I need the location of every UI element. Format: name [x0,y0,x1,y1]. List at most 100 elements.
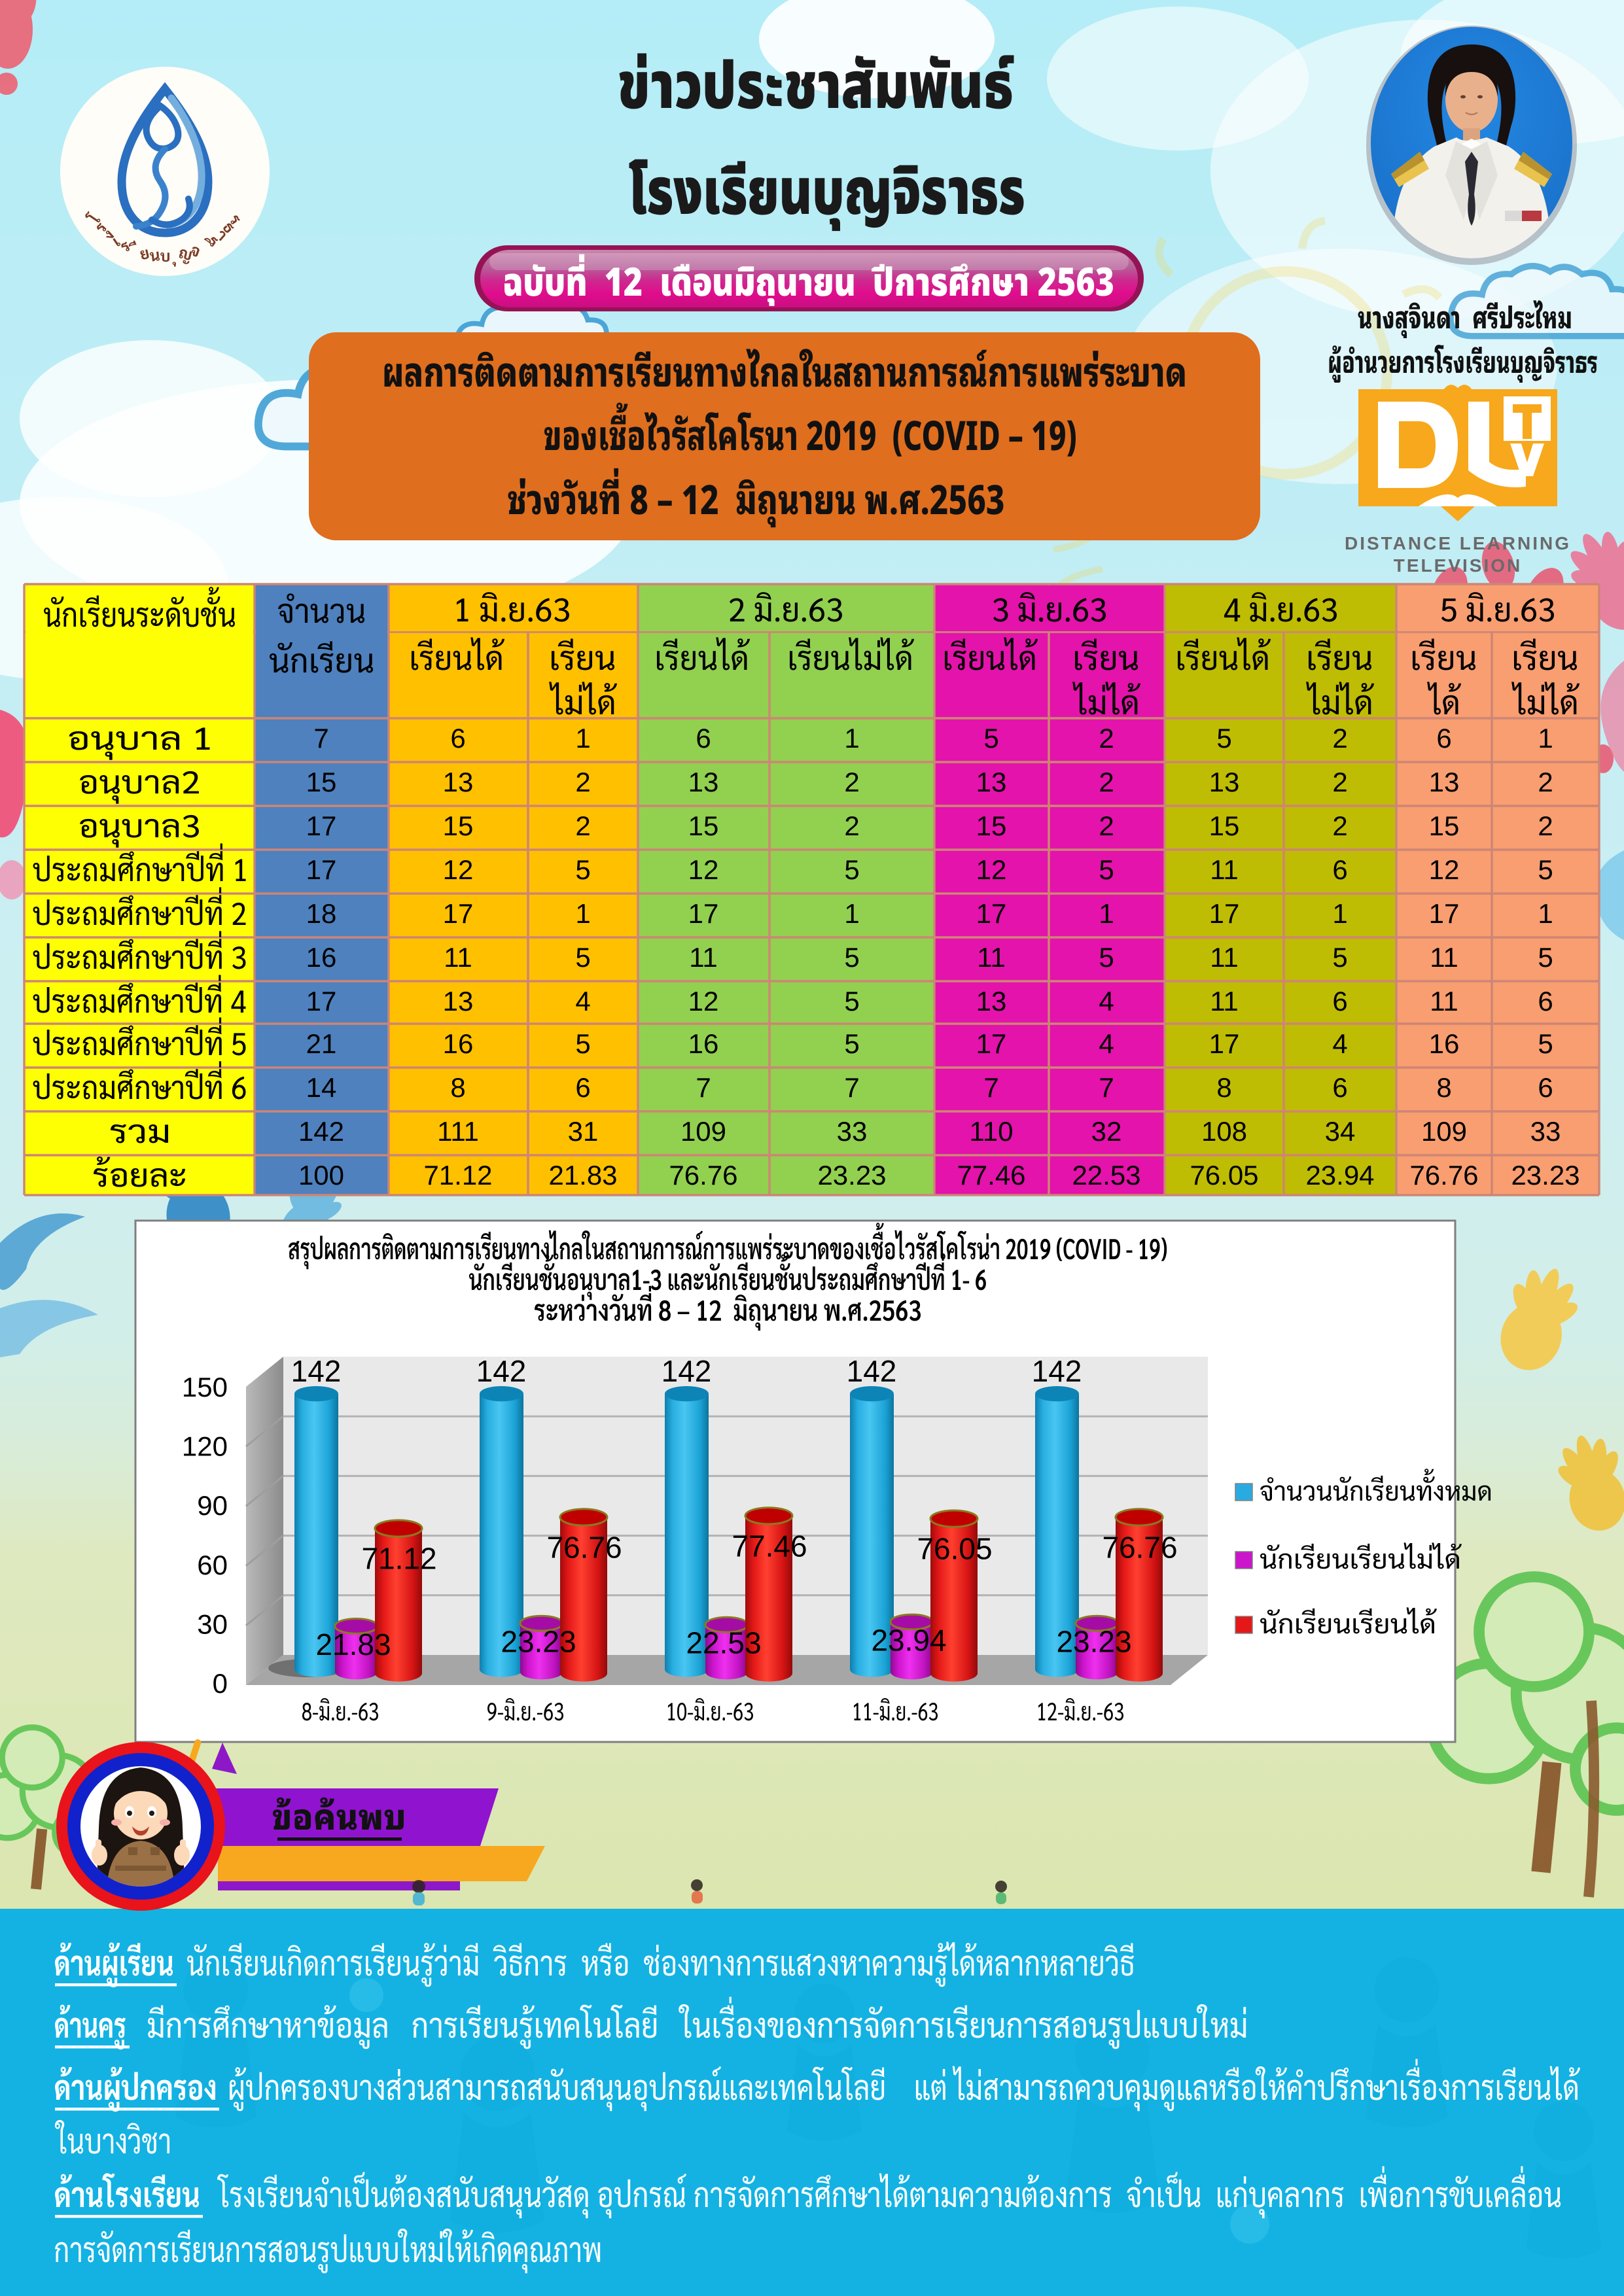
svg-text:23.23: 23.23 [817,1160,886,1191]
svg-text:90: 90 [197,1490,228,1521]
svg-text:77.46: 77.46 [732,1529,807,1563]
svg-text:1: 1 [1538,723,1553,754]
svg-text:7: 7 [696,1072,711,1103]
svg-text:1: 1 [844,898,859,929]
svg-text:4: 4 [1099,1028,1114,1059]
svg-text:2: 2 [1099,810,1114,841]
svg-text:2: 2 [1538,810,1553,841]
svg-text:4: 4 [1332,1028,1347,1059]
svg-text:5: 5 [844,986,859,1017]
svg-text:76.76: 76.76 [669,1160,737,1191]
svg-text:71.12: 71.12 [361,1542,436,1576]
svg-text:11: 11 [1210,986,1239,1017]
svg-text:142: 142 [847,1354,897,1388]
svg-text:11: 11 [1430,986,1458,1017]
svg-text:1: 1 [1538,898,1553,929]
svg-text:23.23: 23.23 [501,1625,576,1659]
svg-text:110: 110 [970,1116,1014,1147]
svg-text:6: 6 [1436,723,1451,754]
svg-text:1: 1 [1099,898,1114,929]
svg-text:6: 6 [450,723,465,754]
svg-text:15: 15 [1209,810,1240,841]
svg-text:16: 16 [443,1028,474,1059]
svg-text:12: 12 [443,854,474,885]
svg-text:2: 2 [844,767,859,797]
svg-text:6: 6 [1538,1072,1553,1103]
svg-text:17: 17 [1209,898,1240,929]
svg-text:6: 6 [1332,854,1347,885]
svg-text:5: 5 [1332,942,1347,973]
svg-text:5: 5 [844,854,859,885]
svg-text:5: 5 [844,1028,859,1059]
svg-text:142: 142 [291,1354,342,1388]
svg-text:60: 60 [197,1550,228,1580]
svg-text:11: 11 [1210,942,1239,973]
svg-text:TELEVISION: TELEVISION [1394,555,1522,576]
svg-text:11: 11 [444,942,472,973]
svg-text:18: 18 [306,898,337,929]
svg-text:8: 8 [1436,1072,1451,1103]
svg-text:1: 1 [844,723,859,754]
svg-text:23.94: 23.94 [871,1624,946,1658]
svg-text:77.46: 77.46 [957,1160,1025,1191]
svg-text:5: 5 [575,854,590,885]
svg-text:11: 11 [977,942,1006,973]
svg-text:1: 1 [575,723,590,754]
svg-text:76.76: 76.76 [1102,1530,1177,1564]
svg-text:8: 8 [1216,1072,1231,1103]
svg-text:1: 1 [575,898,590,929]
svg-text:13: 13 [1209,767,1240,797]
svg-text:13: 13 [443,767,474,797]
svg-text:6: 6 [575,1072,590,1103]
svg-text:32: 32 [1091,1116,1122,1147]
svg-text:76.05: 76.05 [1190,1160,1258,1191]
svg-text:22.53: 22.53 [1072,1160,1140,1191]
svg-text:5: 5 [575,1028,590,1059]
svg-text:4: 4 [1099,986,1114,1017]
svg-text:15: 15 [306,767,337,797]
svg-text:17: 17 [688,898,719,929]
svg-text:5: 5 [844,942,859,973]
svg-text:6: 6 [696,723,711,754]
svg-text:14: 14 [306,1072,337,1103]
svg-text:17: 17 [443,898,474,929]
svg-text:17: 17 [306,986,337,1017]
svg-text:11: 11 [1430,942,1458,973]
svg-text:16: 16 [1429,1028,1460,1059]
svg-text:13: 13 [1429,767,1460,797]
svg-text:13: 13 [443,986,474,1017]
svg-text:15: 15 [976,810,1007,841]
svg-text:21.83: 21.83 [315,1627,391,1661]
svg-text:15: 15 [688,810,719,841]
svg-text:17: 17 [976,1028,1007,1059]
svg-text:5: 5 [1099,942,1114,973]
svg-text:2: 2 [1332,767,1347,797]
svg-text:76.05: 76.05 [917,1532,992,1566]
svg-text:11: 11 [1210,854,1239,885]
svg-text:13: 13 [976,767,1007,797]
svg-text:2: 2 [1099,723,1114,754]
svg-text:15: 15 [1429,810,1460,841]
svg-text:16: 16 [306,942,337,973]
svg-text:17: 17 [1429,898,1460,929]
svg-text:2: 2 [1332,723,1347,754]
svg-text:2: 2 [575,810,590,841]
svg-text:17: 17 [306,854,337,885]
svg-text:23.23: 23.23 [1056,1625,1131,1659]
svg-text:13: 13 [976,986,1007,1017]
svg-text:100: 100 [298,1160,344,1191]
svg-text:11: 11 [689,942,718,973]
svg-text:6: 6 [1332,986,1347,1017]
svg-text:7: 7 [313,723,328,754]
svg-text:2: 2 [844,810,859,841]
svg-text:142: 142 [476,1354,527,1388]
svg-text:2: 2 [575,767,590,797]
svg-text:17: 17 [1209,1028,1240,1059]
svg-text:76.76: 76.76 [1409,1160,1478,1191]
svg-text:23.94: 23.94 [1305,1160,1374,1191]
svg-text:109: 109 [1421,1116,1467,1147]
svg-text:2: 2 [1332,810,1347,841]
svg-text:5: 5 [1538,1028,1553,1059]
svg-text:7: 7 [844,1072,859,1103]
svg-text:5: 5 [1099,854,1114,885]
